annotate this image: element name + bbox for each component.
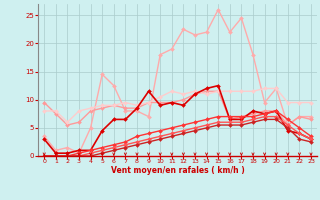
X-axis label: Vent moyen/en rafales ( km/h ): Vent moyen/en rafales ( km/h )	[111, 166, 244, 175]
